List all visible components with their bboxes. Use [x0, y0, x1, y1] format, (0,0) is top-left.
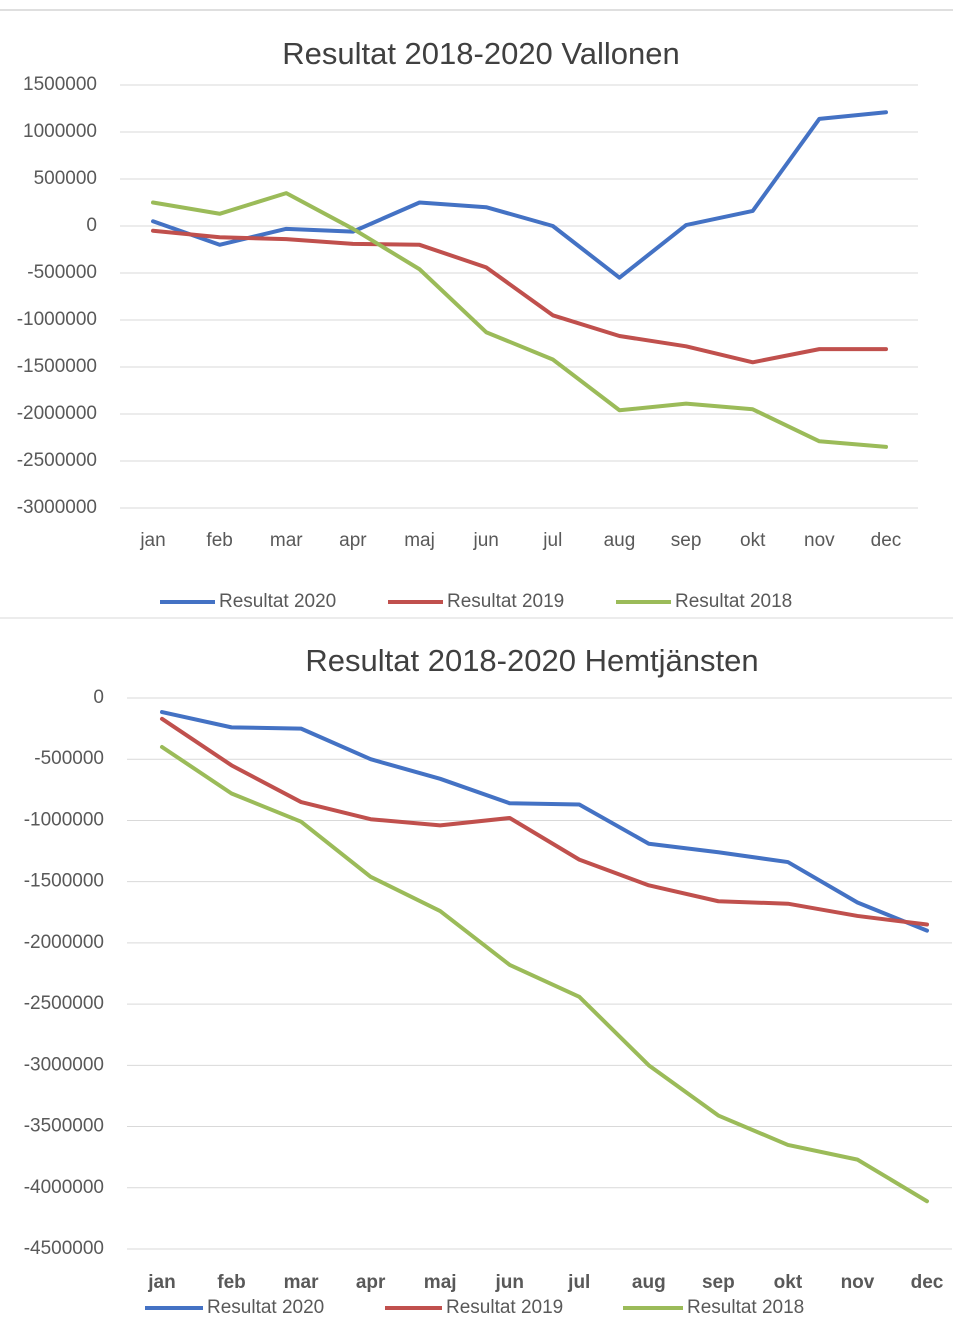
- y-tick-label: -1500000: [24, 871, 104, 892]
- y-tick-label: -4500000: [24, 1238, 104, 1259]
- x-tick-label: nov: [804, 530, 835, 551]
- x-tick-label: feb: [217, 1272, 246, 1293]
- x-tick-label: mar: [284, 1272, 319, 1293]
- legend-label: Resultat 2018: [675, 591, 792, 612]
- y-tick-label: -3000000: [17, 497, 97, 518]
- x-tick-label: apr: [356, 1272, 386, 1293]
- x-tick-label: dec: [911, 1272, 944, 1293]
- legend-label: Resultat 2018: [687, 1297, 804, 1318]
- legend-label: Resultat 2020: [207, 1297, 324, 1318]
- chart-title: Resultat 2018-2020 Hemtjänsten: [305, 643, 758, 678]
- y-tick-label: -1000000: [24, 809, 104, 830]
- series-line: [160, 716, 929, 927]
- x-tick-label: mar: [270, 530, 303, 551]
- y-tick-label: -2000000: [24, 932, 104, 953]
- x-tick-label: jun: [473, 530, 499, 551]
- x-tick-label: feb: [206, 530, 232, 551]
- y-tick-label: 0: [86, 215, 97, 236]
- y-tick-label: -2500000: [24, 993, 104, 1014]
- x-tick-label: jan: [147, 1272, 175, 1293]
- y-tick-label: 500000: [34, 168, 97, 189]
- x-tick-label: aug: [604, 530, 636, 551]
- y-tick-label: -2000000: [17, 403, 97, 424]
- y-tick-label: 1500000: [23, 74, 97, 95]
- x-tick-label: okt: [774, 1272, 803, 1293]
- y-tick-label: -2500000: [17, 450, 97, 471]
- x-tick-label: jul: [567, 1272, 590, 1293]
- x-tick-label: nov: [841, 1272, 875, 1293]
- x-tick-label: dec: [871, 530, 902, 551]
- x-tick-label: jul: [542, 530, 562, 551]
- y-tick-label: -500000: [34, 748, 104, 769]
- x-tick-label: okt: [740, 530, 766, 551]
- y-tick-label: 0: [93, 687, 104, 708]
- series-line: [151, 191, 888, 449]
- y-tick-label: -4000000: [24, 1177, 104, 1198]
- x-tick-label: aug: [632, 1272, 666, 1293]
- y-tick-label: -1500000: [17, 356, 97, 377]
- x-tick-label: maj: [424, 1272, 457, 1293]
- series-line: [160, 710, 929, 933]
- series-line: [151, 110, 888, 280]
- x-tick-label: sep: [702, 1272, 735, 1293]
- chart-title: Resultat 2018-2020 Vallonen: [282, 36, 680, 71]
- x-tick-label: jan: [139, 530, 165, 551]
- y-tick-label: 1000000: [23, 121, 97, 142]
- series-line: [151, 228, 888, 365]
- y-tick-label: -3000000: [24, 1054, 104, 1075]
- x-tick-label: apr: [339, 530, 367, 551]
- y-tick-label: -3500000: [24, 1116, 104, 1137]
- x-tick-label: sep: [671, 530, 702, 551]
- legend-label: Resultat 2020: [219, 591, 336, 612]
- legend-label: Resultat 2019: [447, 591, 564, 612]
- legend-label: Resultat 2019: [446, 1297, 563, 1318]
- series-line: [160, 744, 929, 1204]
- y-tick-label: -1000000: [17, 309, 97, 330]
- x-tick-label: maj: [404, 530, 435, 551]
- y-tick-label: -500000: [27, 262, 97, 283]
- x-tick-label: jun: [494, 1272, 524, 1293]
